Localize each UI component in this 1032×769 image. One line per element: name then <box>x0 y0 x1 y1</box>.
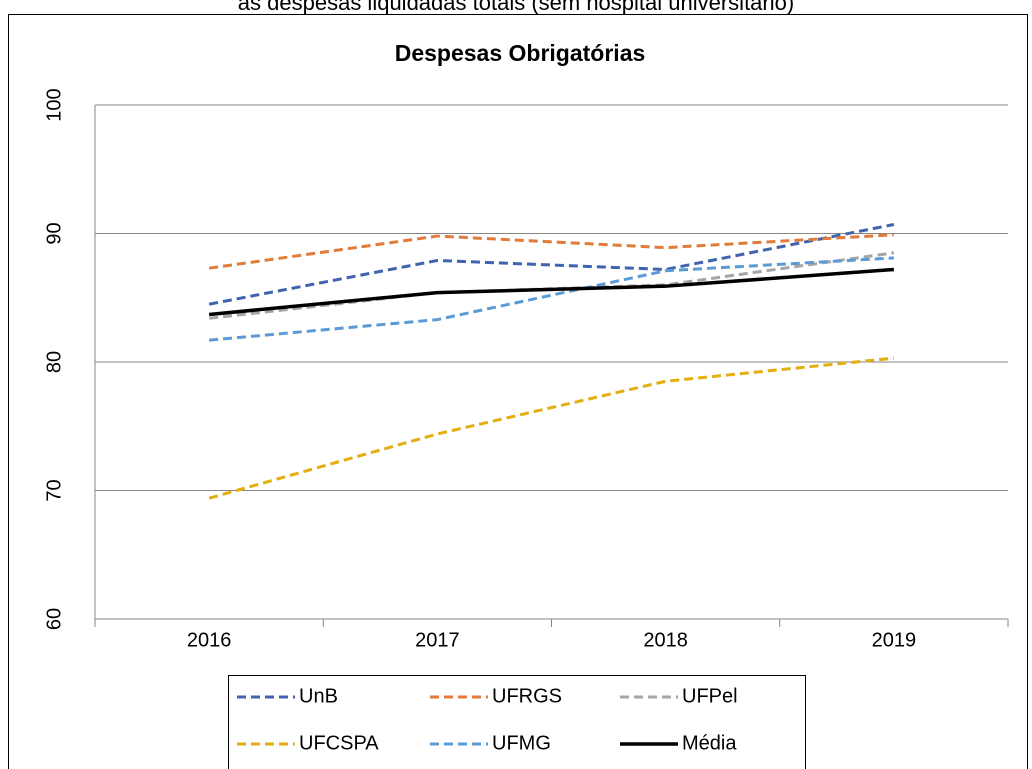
chart-frame <box>8 14 1028 769</box>
legend-label: UFMG <box>492 732 551 754</box>
chart-title: Despesas Obrigatórias <box>395 40 646 66</box>
y-tick-label: 90 <box>43 222 65 244</box>
x-tick-label: 2016 <box>187 629 232 651</box>
legend-label: UnB <box>299 685 338 707</box>
y-tick-label: 80 <box>43 351 65 373</box>
chart-subtitle: as despesas liquidadas totais (sem hospi… <box>238 0 794 15</box>
legend-label: UFPel <box>682 685 738 707</box>
legend-label: UFCSPA <box>299 732 379 754</box>
legend-label: UFRGS <box>492 685 562 707</box>
series-line <box>208 356 895 500</box>
series-line <box>208 267 895 317</box>
x-tick-label: 2018 <box>643 629 688 651</box>
y-tick-label: 60 <box>43 608 65 630</box>
y-tick-label: 70 <box>43 479 65 501</box>
y-tick-label: 100 <box>43 88 65 121</box>
series-line <box>208 223 895 306</box>
legend-box <box>228 675 806 769</box>
legend-label: Média <box>682 732 737 754</box>
series-line <box>208 256 894 342</box>
x-tick-label: 2019 <box>872 629 917 651</box>
x-tick-label: 2017 <box>415 629 460 651</box>
series-line <box>208 233 894 270</box>
